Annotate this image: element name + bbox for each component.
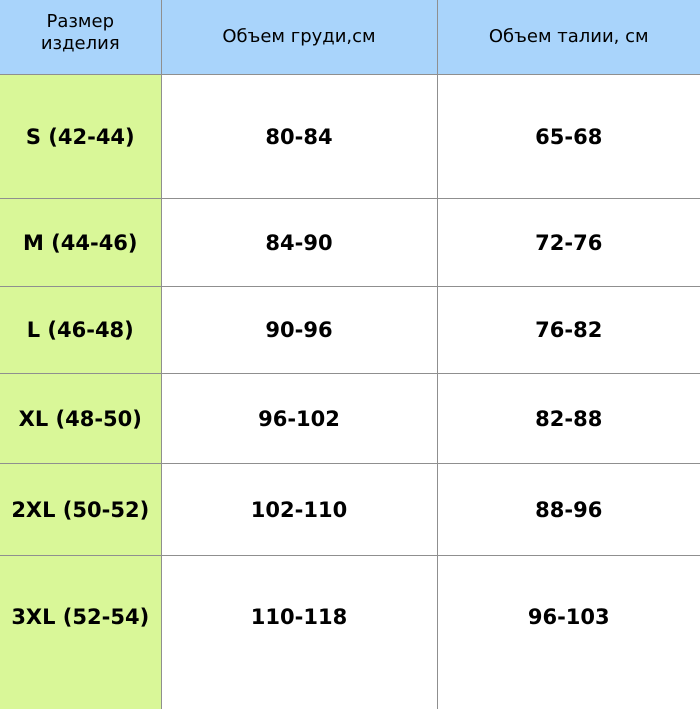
- size-cell: 2XL (50-52): [0, 463, 162, 556]
- table-row: 2XL (50-52) 102-110 88-96: [0, 463, 700, 556]
- waist-cell: 72-76: [436, 198, 700, 287]
- header-waist: Объем талии, см: [436, 0, 700, 75]
- table-row: XL (48-50) 96-102 82-88: [0, 373, 700, 464]
- size-cell: 3XL (52-54): [0, 555, 162, 709]
- waist-cell: 88-96: [436, 463, 700, 556]
- waist-cell: 82-88: [436, 373, 700, 464]
- header-row: Размер изделия Объем груди,см Объем тали…: [0, 0, 700, 75]
- waist-cell: 76-82: [436, 286, 700, 374]
- waist-cell: 96-103: [436, 555, 700, 709]
- table-row: M (44-46) 84-90 72-76: [0, 198, 700, 287]
- chest-cell: 90-96: [160, 286, 438, 374]
- table-row: L (46-48) 90-96 76-82: [0, 286, 700, 374]
- table-row: 3XL (52-54) 110-118 96-103: [0, 555, 700, 709]
- chest-cell: 102-110: [160, 463, 438, 556]
- chest-cell: 110-118: [160, 555, 438, 709]
- size-cell: S (42-44): [0, 74, 162, 199]
- header-size: Размер изделия: [0, 0, 162, 75]
- header-chest: Объем груди,см: [160, 0, 438, 75]
- size-cell: XL (48-50): [0, 373, 162, 464]
- waist-cell: 65-68: [436, 74, 700, 199]
- size-cell: M (44-46): [0, 198, 162, 287]
- size-cell: L (46-48): [0, 286, 162, 374]
- chest-cell: 96-102: [160, 373, 438, 464]
- chest-cell: 80-84: [160, 74, 438, 199]
- table-row: S (42-44) 80-84 65-68: [0, 74, 700, 199]
- chest-cell: 84-90: [160, 198, 438, 287]
